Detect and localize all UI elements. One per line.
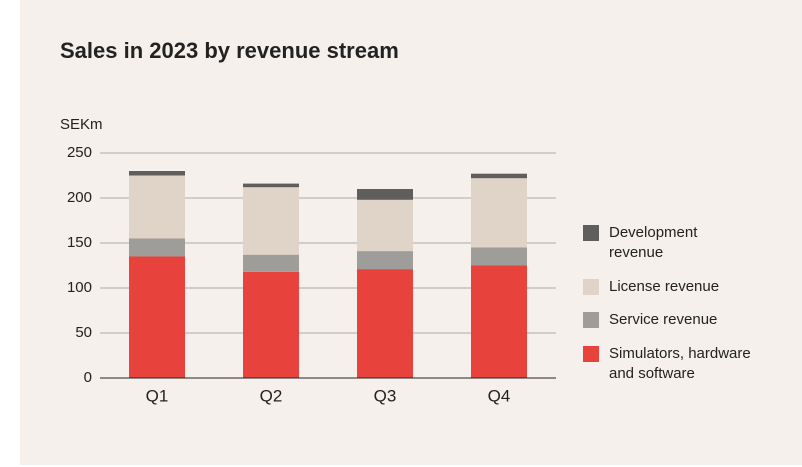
bar-segment bbox=[357, 189, 413, 200]
x-tick-label: Q3 bbox=[374, 386, 397, 405]
y-tick-label: 150 bbox=[67, 234, 92, 251]
legend-item: Service revenue bbox=[583, 310, 799, 330]
bar-segment bbox=[357, 199, 413, 252]
legend-label: License revenue bbox=[609, 278, 720, 295]
bar-segment bbox=[357, 269, 413, 378]
bar-segment bbox=[243, 254, 299, 272]
bar-segment bbox=[129, 256, 185, 378]
bar-segment bbox=[129, 238, 185, 257]
y-axis-label: SEKm bbox=[60, 116, 103, 133]
legend-item: Simulators, hardware and software bbox=[583, 344, 769, 384]
y-tick-label: 0 bbox=[84, 369, 92, 386]
y-tick-label: 100 bbox=[67, 279, 92, 296]
x-tick-label: Q2 bbox=[260, 386, 283, 405]
x-tick-label: Q1 bbox=[146, 386, 169, 405]
bar-segment bbox=[243, 183, 299, 188]
bar-segment bbox=[471, 178, 527, 248]
chart-title: Sales in 2023 by revenue stream bbox=[60, 38, 399, 63]
legend-label: Service revenue bbox=[609, 311, 718, 328]
bar-segment bbox=[471, 247, 527, 266]
x-tick-label: Q4 bbox=[488, 386, 511, 405]
bar-segment bbox=[243, 271, 299, 378]
legend-swatch bbox=[583, 346, 599, 362]
legend-label: Simulators, hardware and software bbox=[609, 345, 751, 382]
bar-segment bbox=[243, 187, 299, 255]
legend-item: License revenue bbox=[583, 277, 799, 297]
legend-swatch bbox=[583, 225, 599, 241]
y-tick-label: 50 bbox=[75, 324, 92, 341]
bar-segment bbox=[471, 265, 527, 378]
bar-segment bbox=[357, 251, 413, 270]
legend-label: Development revenue bbox=[609, 224, 698, 261]
y-tick-label: 250 bbox=[67, 144, 92, 161]
bar-segment bbox=[471, 173, 527, 179]
legend-item: Development revenue bbox=[583, 223, 729, 263]
legend-swatch bbox=[583, 312, 599, 328]
y-tick-label: 200 bbox=[67, 189, 92, 206]
bar-segment bbox=[129, 171, 185, 176]
bar-segment bbox=[129, 175, 185, 239]
legend-swatch bbox=[583, 279, 599, 295]
